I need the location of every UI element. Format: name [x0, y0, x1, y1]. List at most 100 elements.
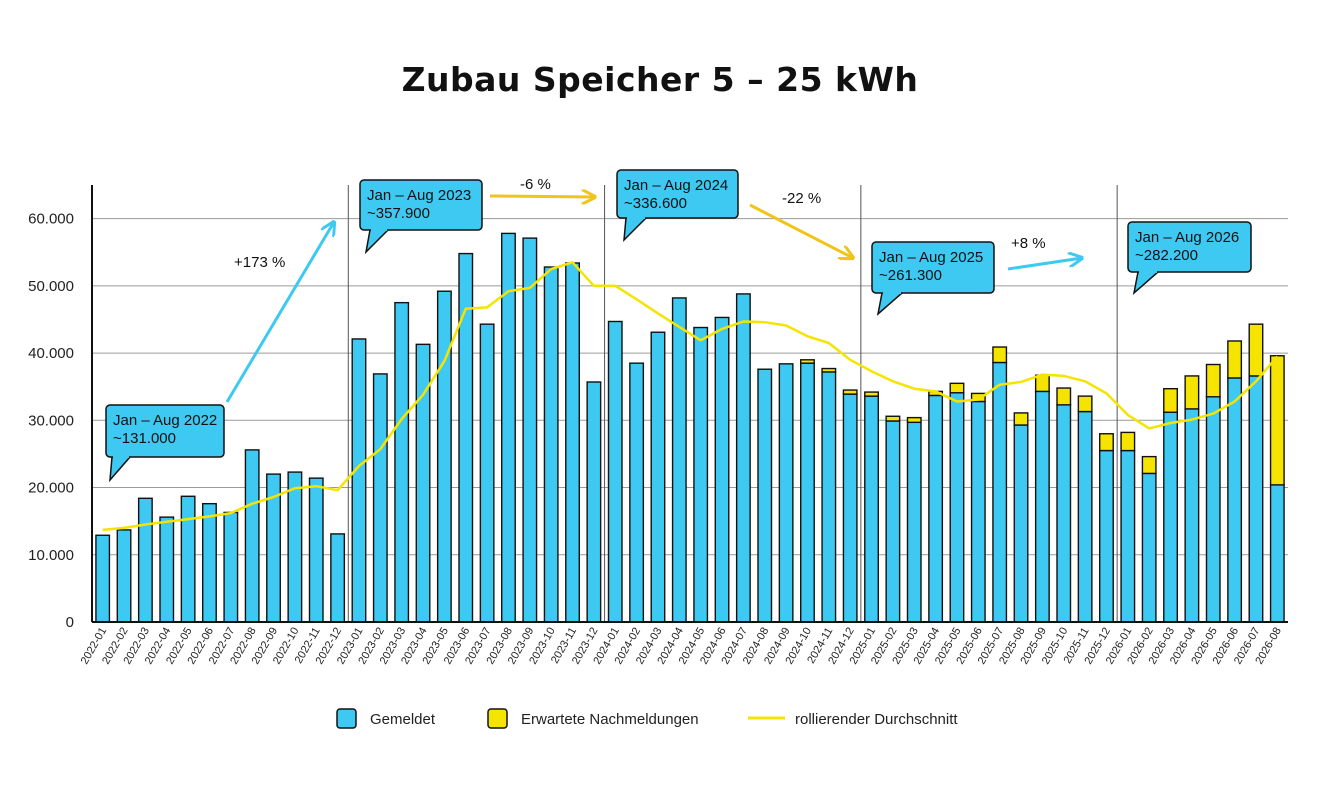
bar-nachmeldung	[1120, 431, 1136, 452]
bar-gemeldet	[607, 320, 623, 623]
bar-nachmeldung	[1227, 340, 1243, 379]
y-tick-label: 10.000	[28, 547, 74, 564]
callout-0: Jan – Aug 2022~131.000	[105, 404, 225, 483]
bar-gemeldet	[714, 316, 730, 623]
bar-gemeldet	[1227, 377, 1243, 623]
bar-gemeldet	[1269, 484, 1285, 623]
bar-gemeldet	[992, 361, 1008, 623]
bar-gemeldet	[735, 293, 751, 623]
bar-nachmeldung	[1248, 323, 1264, 377]
callout-label: Jan – Aug 2024	[624, 177, 728, 194]
x-axis-ticks: 2022-012022-022022-032022-042022-052022-…	[79, 626, 1284, 667]
bar-gemeldet	[1120, 449, 1136, 623]
change-label: +8 %	[1011, 235, 1046, 252]
bar-gemeldet	[116, 529, 132, 623]
bar-nachmeldung	[1184, 375, 1200, 410]
change-arrow	[1007, 258, 1082, 271]
bar-gemeldet	[1141, 472, 1157, 623]
axes	[91, 185, 1288, 623]
callout-label: Jan – Aug 2023	[367, 187, 471, 204]
bar-nachmeldung	[906, 416, 922, 424]
legend-item-1: Erwartete Nachmeldungen	[487, 708, 699, 729]
legend-label: Gemeldet	[370, 711, 436, 728]
bar-nachmeldung	[1141, 455, 1157, 475]
bar-nachmeldung	[821, 367, 837, 373]
chart-title: Zubau Speicher 5 – 25 kWh	[401, 60, 919, 99]
callout-1: Jan – Aug 2023~357.900	[359, 179, 483, 255]
bar-gemeldet	[287, 471, 303, 623]
bar-gemeldet	[693, 326, 709, 623]
callout-value: ~336.600	[624, 195, 687, 212]
callout-pointer	[623, 217, 648, 242]
bar-nachmeldung	[1013, 412, 1029, 426]
bar-gemeldet	[394, 301, 410, 623]
bar-gemeldet	[223, 511, 239, 623]
callout-box	[616, 169, 739, 219]
rolling-average-line	[102, 261, 1279, 532]
legend-item-0: Gemeldet	[336, 708, 436, 729]
callout-pointer	[1132, 271, 1160, 295]
bar-gemeldet	[586, 381, 602, 623]
legend-item-2: rollierender Durchschnitt	[748, 711, 958, 728]
bar-nachmeldung	[1077, 395, 1093, 413]
bar-gemeldet	[159, 516, 175, 623]
callout-3: Jan – Aug 2025~261.300	[871, 241, 995, 316]
bar-nachmeldung	[1205, 363, 1221, 398]
bar-gemeldet	[800, 362, 815, 623]
callout-pointer	[876, 292, 904, 316]
bar-gemeldet	[671, 297, 687, 623]
bar-gemeldet	[436, 290, 452, 623]
bar-nachmeldung	[885, 415, 901, 422]
bar-gemeldet	[1163, 411, 1178, 623]
bar-gemeldet	[885, 420, 901, 623]
callout-2: Jan – Aug 2024~336.600	[616, 169, 739, 242]
bar-gemeldet	[1056, 404, 1072, 623]
rolling-average	[102, 261, 1279, 532]
callout-value: ~261.300	[879, 267, 942, 284]
bar-gemeldet	[757, 368, 773, 623]
bar-gemeldet	[928, 394, 944, 623]
bar-nachmeldung	[992, 346, 1008, 364]
legend-swatch	[487, 708, 508, 729]
bar-gemeldet	[906, 421, 922, 623]
y-tick-label: 30.000	[28, 412, 74, 429]
bar-gemeldet	[137, 497, 153, 623]
callout-box	[359, 179, 483, 231]
callout-pointer	[364, 229, 390, 255]
change-arrow	[749, 203, 853, 258]
legend-label: rollierender Durchschnitt	[795, 711, 958, 728]
change-arrow	[489, 196, 595, 197]
bar-gemeldet	[629, 362, 645, 623]
bar-gemeldet	[864, 395, 879, 623]
bar-nachmeldung	[1163, 388, 1178, 413]
y-tick-label: 20.000	[28, 480, 74, 497]
callout-label: Jan – Aug 2022	[113, 412, 217, 429]
bar-gemeldet	[543, 266, 559, 623]
bar-nachmeldung	[970, 392, 986, 403]
callout-value: ~357.900	[367, 205, 430, 222]
y-tick-label: 50.000	[28, 278, 74, 295]
bar-nachmeldung	[1034, 374, 1050, 393]
change-label: +173 %	[234, 254, 285, 271]
bar-nachmeldung	[1056, 387, 1072, 406]
bar-gemeldet	[202, 502, 217, 623]
change-label: -6 %	[520, 176, 551, 193]
bar-gemeldet	[1184, 408, 1200, 623]
bar-gemeldet	[1077, 410, 1093, 623]
bar-nachmeldung	[949, 382, 965, 394]
bar-nachmeldung	[1269, 355, 1285, 486]
callout-label: Jan – Aug 2025	[879, 249, 983, 266]
callout-pointer	[109, 456, 132, 483]
callout-value: ~282.200	[1135, 247, 1198, 264]
legend-swatch	[336, 708, 357, 729]
callout-value: ~131.000	[113, 430, 176, 447]
bar-gemeldet	[1205, 396, 1221, 623]
bar-gemeldet	[372, 373, 388, 623]
change-arrow	[225, 222, 334, 403]
bar-nachmeldung	[842, 389, 858, 395]
bar-gemeldet	[565, 262, 580, 623]
bar-gemeldet	[1248, 375, 1264, 623]
bar-gemeldet	[1099, 449, 1114, 623]
bars	[95, 232, 1285, 623]
